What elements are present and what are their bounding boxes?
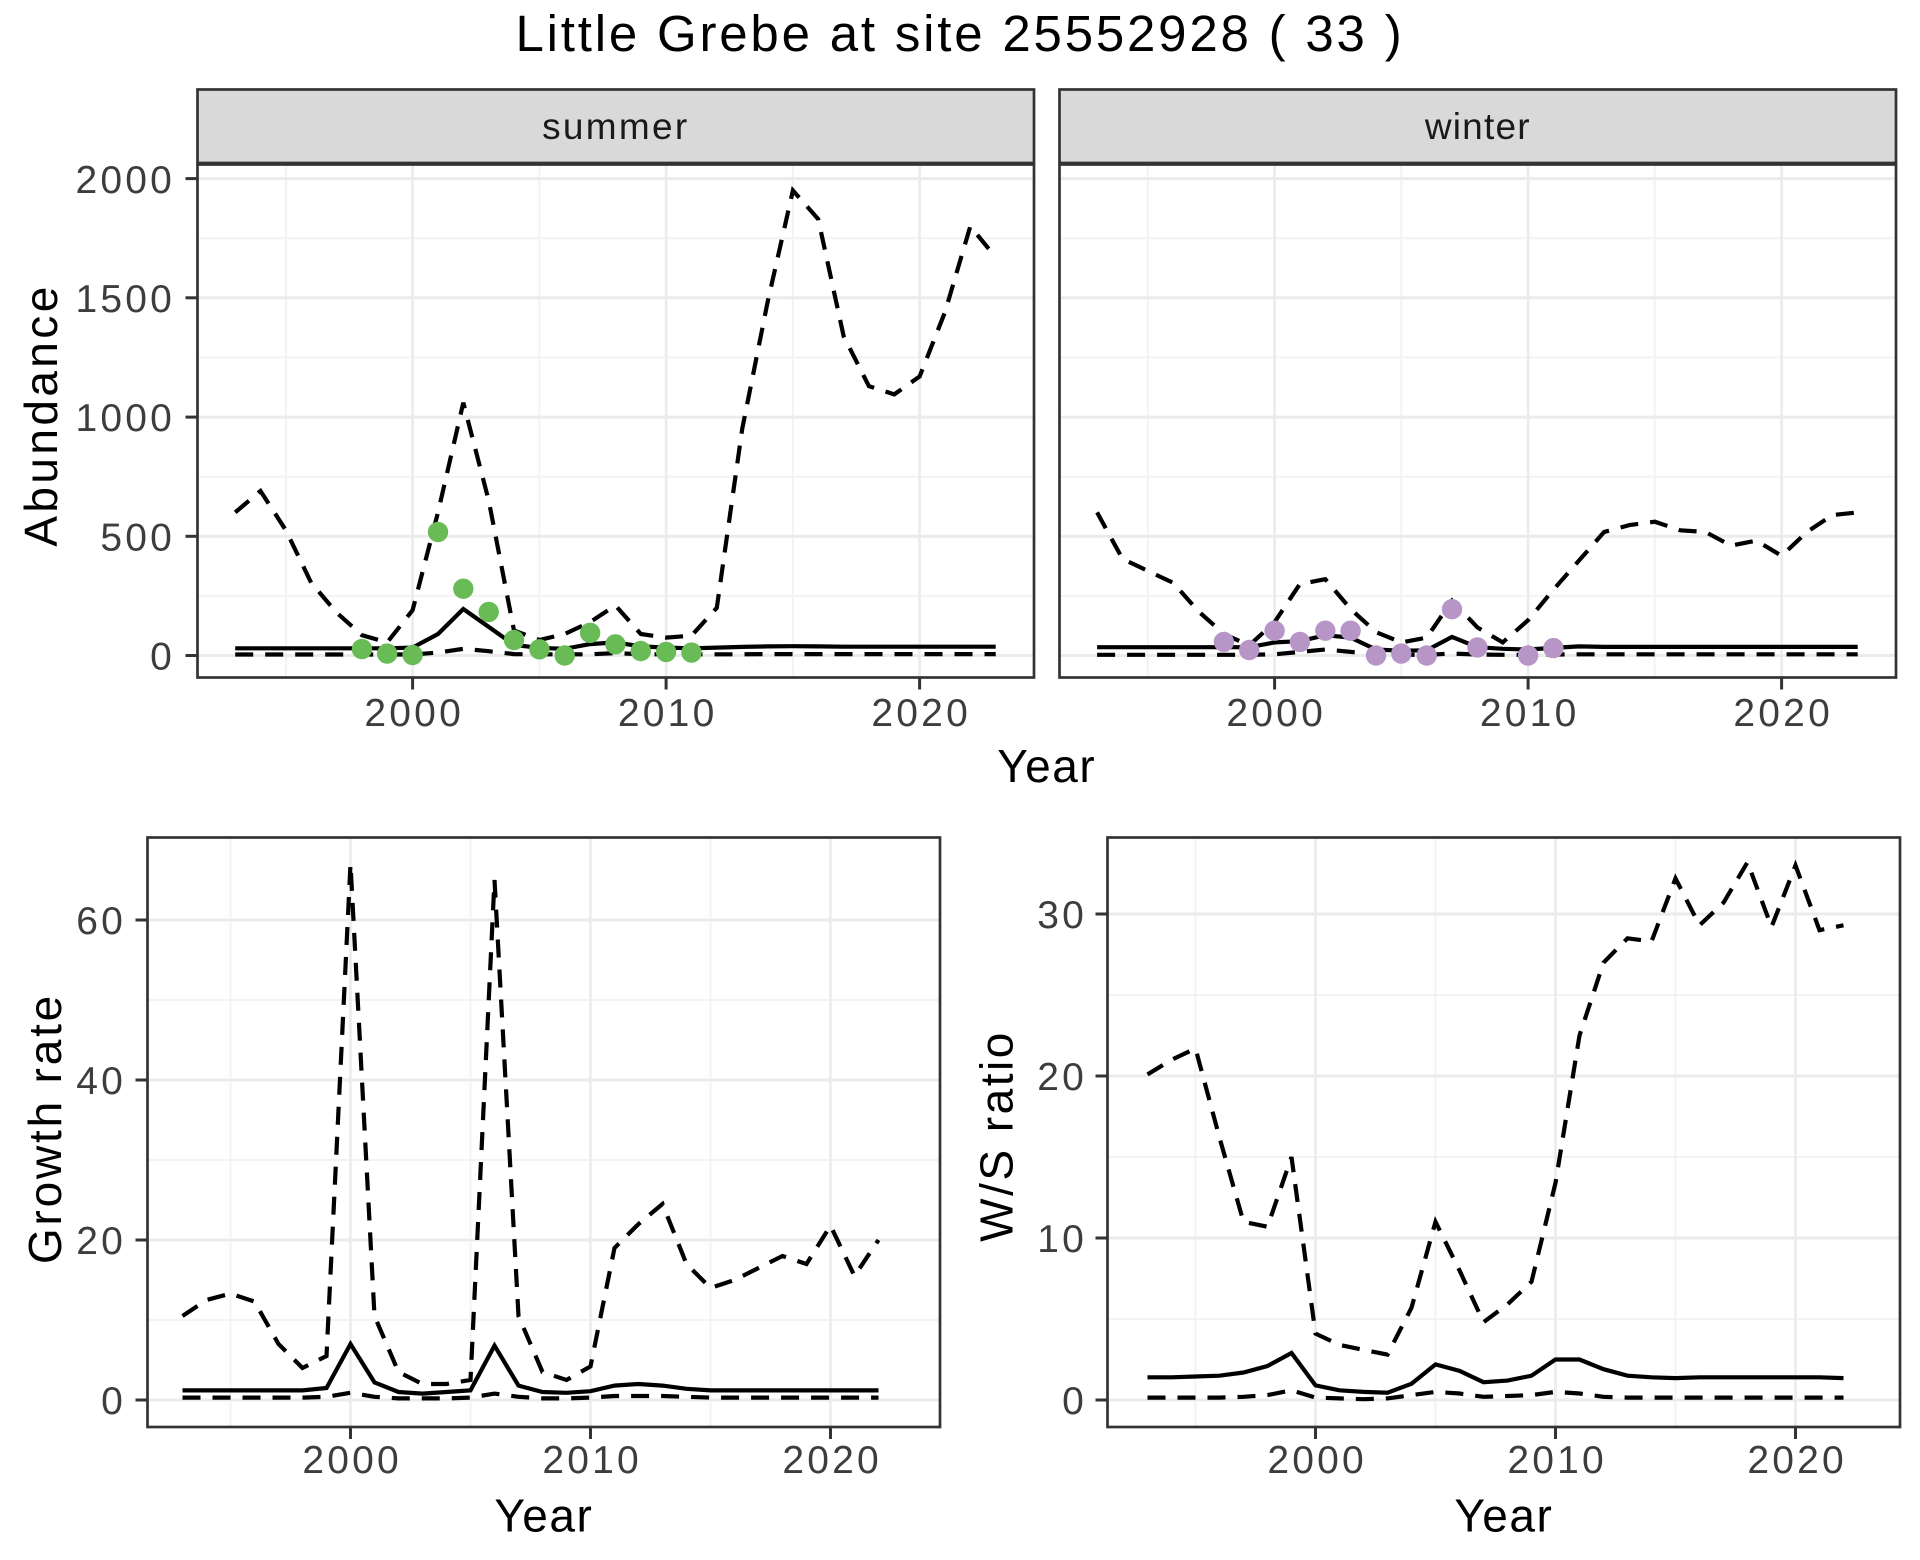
svg-text:10: 10 <box>1037 1218 1087 1261</box>
svg-text:1500: 1500 <box>75 278 175 321</box>
svg-text:30: 30 <box>1037 894 1087 937</box>
svg-text:2000: 2000 <box>364 692 464 735</box>
svg-text:2020: 2020 <box>1747 1439 1847 1482</box>
svg-text:2010: 2010 <box>1507 1439 1607 1482</box>
svg-text:Little Grebe at site 25552928: Little Grebe at site 25552928 ( 33 ) <box>516 5 1405 62</box>
svg-text:2020: 2020 <box>782 1439 882 1482</box>
svg-text:20: 20 <box>76 1220 126 1263</box>
svg-text:summer: summer <box>542 106 689 147</box>
svg-text:2000: 2000 <box>75 159 175 202</box>
svg-text:500: 500 <box>100 517 175 560</box>
svg-text:0: 0 <box>1062 1380 1087 1423</box>
svg-text:2010: 2010 <box>542 1439 642 1482</box>
svg-text:Year: Year <box>1454 1490 1553 1542</box>
svg-text:40: 40 <box>76 1060 126 1103</box>
svg-text:2020: 2020 <box>1733 692 1833 735</box>
svg-text:2000: 2000 <box>302 1439 402 1482</box>
svg-text:Year: Year <box>997 740 1096 792</box>
svg-text:Year: Year <box>494 1490 593 1542</box>
svg-text:winter: winter <box>1424 106 1531 147</box>
svg-text:W/S ratio: W/S ratio <box>971 1030 1023 1242</box>
svg-text:2010: 2010 <box>618 692 718 735</box>
svg-text:Growth rate: Growth rate <box>19 993 71 1264</box>
svg-text:20: 20 <box>1037 1056 1087 1099</box>
svg-text:2000: 2000 <box>1267 1439 1367 1482</box>
svg-text:2010: 2010 <box>1480 692 1580 735</box>
svg-text:60: 60 <box>76 900 126 943</box>
svg-text:2000: 2000 <box>1226 692 1326 735</box>
svg-text:2020: 2020 <box>871 692 971 735</box>
svg-text:1000: 1000 <box>75 397 175 440</box>
svg-text:Abundance: Abundance <box>15 283 67 546</box>
svg-text:0: 0 <box>101 1380 126 1423</box>
svg-text:0: 0 <box>150 636 175 679</box>
